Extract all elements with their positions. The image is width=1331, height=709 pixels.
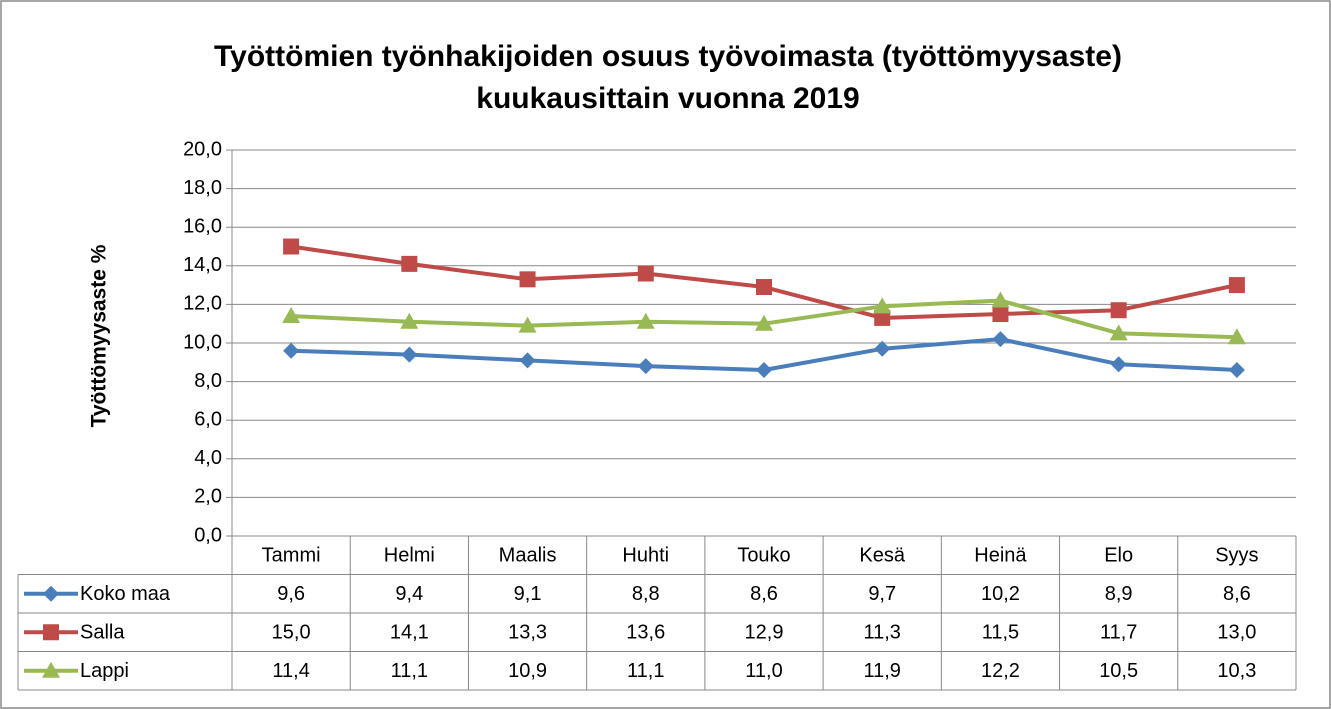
table-value: 10,3: [1217, 660, 1256, 682]
chart-title: Työttömien työnhakijoiden osuus työvoima…: [214, 40, 1122, 73]
table-value: 10,9: [508, 660, 547, 682]
marker: [873, 297, 892, 314]
table-value: 8,8: [632, 583, 660, 605]
marker: [756, 279, 772, 296]
legend-label: Koko maa: [80, 583, 171, 605]
marker: [1228, 362, 1245, 379]
y-tick-label: 18,0: [183, 177, 222, 199]
y-tick-label: 4,0: [194, 447, 222, 469]
table-value: 11,7: [1100, 622, 1137, 644]
y-tick-label: 8,0: [194, 370, 222, 392]
table-value: 10,5: [1099, 660, 1138, 682]
y-tick-label: 14,0: [183, 254, 222, 276]
table-value: 11,0: [745, 660, 782, 682]
y-tick-label: 12,0: [183, 293, 222, 315]
table-value: 11,3: [863, 622, 900, 644]
table-value: 13,6: [626, 622, 665, 644]
y-tick-label: 16,0: [183, 215, 222, 237]
table-value: 11,5: [982, 622, 1019, 644]
x-tick-label: Huhti: [622, 545, 669, 567]
marker: [992, 306, 1009, 323]
x-tick-label: Syys: [1215, 545, 1258, 567]
y-tick-label: 10,0: [183, 331, 222, 353]
marker: [992, 331, 1009, 348]
marker: [874, 309, 891, 326]
legend-label: Salla: [80, 622, 125, 644]
table-value: 12,2: [981, 660, 1020, 682]
table-value: 10,2: [981, 583, 1020, 605]
table-value: 8,6: [1223, 583, 1251, 605]
table-value: 12,9: [745, 622, 784, 644]
marker: [637, 265, 654, 282]
marker: [874, 340, 891, 357]
marker: [756, 362, 772, 379]
table-value: 8,9: [1105, 583, 1133, 605]
marker: [1110, 356, 1127, 373]
y-tick-label: 0,0: [194, 524, 222, 546]
table-value: 11,1: [391, 660, 428, 682]
marker: [519, 271, 536, 288]
marker: [1227, 328, 1246, 345]
table-value: 13,3: [508, 622, 547, 644]
marker: [42, 661, 60, 678]
x-tick-label: Elo: [1104, 545, 1133, 567]
table-value: 15,0: [272, 622, 311, 644]
x-tick-label: Heinä: [974, 545, 1027, 567]
chart-subtitle: kuukausittain vuonna 2019: [476, 82, 859, 115]
marker: [518, 316, 537, 333]
marker: [282, 306, 301, 323]
marker: [401, 346, 418, 363]
marker: [401, 255, 418, 272]
marker: [283, 238, 300, 255]
x-tick-label: Kesä: [859, 545, 905, 567]
table-value: 11,4: [272, 660, 309, 682]
table-value: 14,1: [390, 622, 429, 644]
table-value: 9,7: [868, 583, 896, 605]
marker: [755, 314, 773, 331]
x-tick-label: Tammi: [262, 545, 321, 567]
table-value: 8,6: [750, 583, 778, 605]
table-value: 9,4: [395, 583, 423, 605]
marker: [637, 358, 654, 375]
x-tick-label: Touko: [737, 545, 790, 567]
marker: [43, 624, 59, 641]
table-value: 11,1: [627, 660, 664, 682]
x-tick-label: Helmi: [384, 545, 435, 567]
marker: [1228, 277, 1245, 294]
y-tick-label: 6,0: [194, 408, 222, 430]
marker: [1110, 302, 1127, 319]
y-tick-label: 2,0: [194, 486, 222, 508]
table-value: 11,9: [863, 660, 900, 682]
y-tick-label: 20,0: [183, 138, 222, 160]
marker: [400, 312, 419, 329]
marker: [43, 585, 59, 602]
x-tick-label: Maalis: [499, 545, 557, 567]
y-axis-label: Työttömyysaste %: [88, 244, 111, 427]
table-value: 9,6: [277, 583, 305, 605]
marker: [519, 352, 536, 369]
table-value: 9,1: [514, 583, 542, 605]
marker: [1109, 324, 1128, 341]
marker: [636, 312, 655, 329]
marker: [991, 291, 1010, 308]
table-value: 13,0: [1217, 622, 1256, 644]
legend-label: Lappi: [80, 660, 129, 682]
marker: [283, 342, 300, 359]
